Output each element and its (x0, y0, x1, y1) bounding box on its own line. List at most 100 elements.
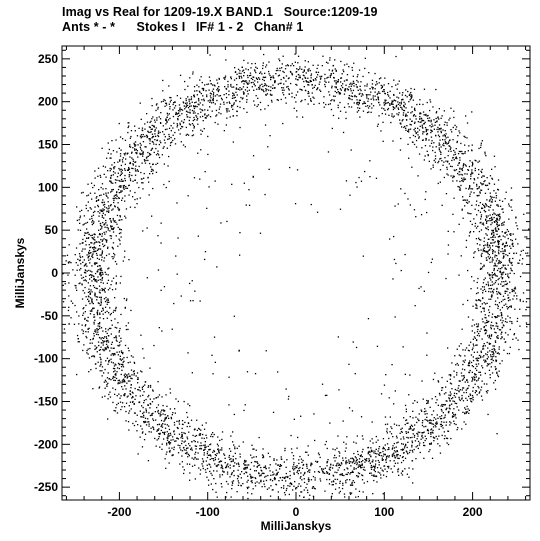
data-point (154, 411, 156, 413)
data-point (436, 414, 438, 416)
data-point (526, 326, 528, 328)
data-point (451, 131, 453, 133)
data-point (132, 158, 134, 161)
data-point (261, 73, 263, 75)
data-point (75, 262, 77, 264)
data-point (74, 284, 76, 287)
data-point (445, 160, 447, 162)
data-point (132, 180, 134, 182)
data-point (256, 78, 259, 80)
data-point (285, 480, 287, 482)
data-point (307, 103, 309, 105)
data-point (140, 148, 142, 150)
data-point (99, 327, 101, 329)
data-point (104, 166, 107, 168)
data-point (443, 142, 445, 145)
data-point (208, 89, 210, 91)
data-point (144, 420, 146, 423)
data-point (253, 83, 255, 85)
data-point (104, 311, 106, 314)
data-point (396, 88, 398, 90)
data-point (233, 79, 236, 81)
data-point (337, 88, 339, 91)
data-point (476, 344, 478, 346)
data-point (377, 471, 379, 473)
data-point (256, 88, 258, 90)
data-point (429, 109, 431, 112)
data-point (206, 451, 209, 453)
data-point (495, 360, 497, 363)
data-point (149, 414, 152, 417)
data-point (251, 493, 253, 495)
data-point (144, 146, 146, 148)
data-point (408, 428, 410, 430)
data-point (296, 84, 298, 86)
data-point (353, 460, 355, 462)
data-point (314, 78, 317, 80)
data-point (419, 112, 421, 114)
data-point (338, 93, 340, 95)
data-point (495, 192, 497, 194)
data-point (98, 291, 101, 293)
data-point (115, 364, 117, 366)
data-point (199, 91, 201, 93)
data-point (423, 123, 425, 125)
data-point (299, 77, 301, 79)
data-point (245, 460, 247, 462)
data-point (357, 89, 359, 91)
data-point (160, 122, 162, 124)
data-point (233, 444, 235, 446)
data-point (103, 288, 105, 291)
data-point (295, 101, 297, 103)
data-point (254, 70, 256, 72)
data-point (452, 415, 455, 418)
data-point (449, 145, 451, 148)
data-point (217, 90, 220, 93)
data-point (81, 329, 83, 331)
data-point (400, 106, 402, 108)
data-point (227, 483, 229, 485)
data-point (72, 269, 74, 271)
data-point (509, 261, 511, 263)
data-point (387, 448, 389, 451)
data-point (232, 458, 234, 460)
data-point (412, 115, 415, 117)
data-point (119, 282, 121, 284)
data-point (411, 429, 414, 431)
data-point (405, 432, 408, 434)
data-point (413, 109, 416, 111)
data-point (360, 461, 363, 463)
data-point (97, 236, 99, 238)
data-point (300, 100, 302, 103)
data-point (151, 148, 153, 150)
data-point (370, 447, 372, 449)
data-point (124, 177, 126, 180)
data-point (343, 493, 346, 495)
data-point (348, 66, 350, 68)
data-point (83, 223, 85, 225)
data-point (229, 467, 231, 469)
data-point (97, 279, 99, 281)
data-point (124, 393, 126, 395)
data-point (79, 217, 81, 219)
data-point (87, 210, 89, 212)
data-point (117, 402, 119, 404)
data-point (108, 211, 110, 213)
data-point (94, 292, 96, 294)
data-point (117, 161, 119, 163)
data-point (123, 394, 125, 396)
data-point (451, 362, 453, 364)
data-point (481, 171, 483, 174)
data-point (159, 131, 161, 134)
data-point (156, 117, 158, 119)
data-point (303, 80, 305, 83)
data-point (128, 176, 130, 178)
data-point (509, 233, 511, 235)
data-point (443, 161, 445, 163)
data-point (198, 98, 200, 100)
data-point (502, 324, 505, 326)
data-point (372, 450, 374, 452)
data-point (495, 367, 497, 370)
data-point (131, 377, 133, 380)
data-point (91, 355, 93, 358)
